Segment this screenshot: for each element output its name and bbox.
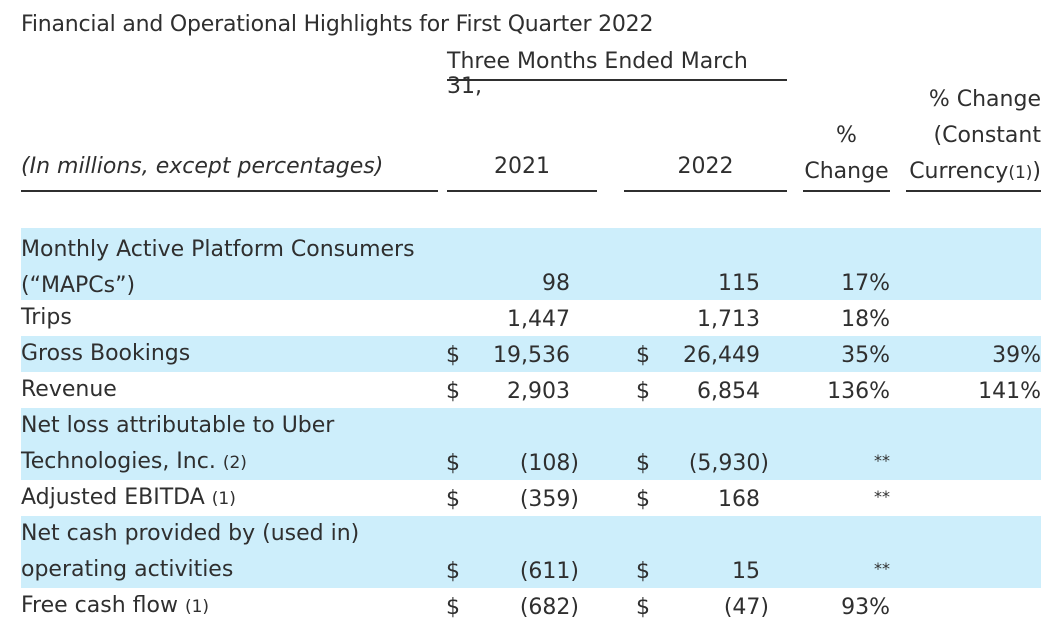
value-2022: (5,930): [688, 451, 769, 476]
dollar-sign-2022: $: [636, 343, 650, 368]
page-title: Financial and Operational Highlights for…: [21, 12, 654, 37]
table-row: Gross Bookings $ 19,536 $ 26,449 35% 39%: [21, 336, 1041, 372]
row-label-line1: Monthly Active Platform Consumers: [21, 237, 415, 262]
footnote-marker: (1): [211, 489, 236, 509]
table-row: Free cash flow (1) $ (682) $ (47) 93%: [21, 588, 1041, 624]
pct-change-line2: Change: [804, 159, 889, 184]
dollar-sign-2022: $: [636, 559, 650, 584]
pct-change-value: 17%: [841, 271, 890, 296]
row-label-line2-text: Technologies, Inc.: [21, 449, 223, 474]
constant-currency-value: 141%: [978, 379, 1041, 404]
value-2022: 15: [732, 559, 760, 584]
constant-currency-value: 39%: [992, 343, 1041, 368]
row-label-line1: Net loss attributable to Uber: [21, 413, 335, 438]
cc-line1: % Change: [928, 87, 1041, 112]
row-label-text: Free cash flow: [21, 593, 185, 618]
table-row: Net cash provided by (used in) operating…: [21, 516, 1041, 588]
value-2021: 98: [542, 271, 570, 296]
table-row: Trips 1,447 1,713 18%: [21, 300, 1041, 336]
table-row: Monthly Active Platform Consumers (“MAPC…: [21, 228, 1041, 300]
footnote-marker: (2): [222, 453, 247, 473]
value-2022: (47): [723, 595, 769, 620]
row-label: Adjusted EBITDA (1): [21, 480, 441, 517]
value-2022: 26,449: [683, 343, 760, 368]
row-label: Revenue: [21, 377, 117, 402]
row-label: Net loss attributable to Uber Technologi…: [21, 408, 441, 481]
row-label: Net cash provided by (used in) operating…: [21, 516, 441, 588]
value-2022: 1,713: [697, 307, 760, 332]
pct-change-value: 18%: [841, 307, 890, 332]
row-label-line2: (“MAPCs”): [21, 273, 136, 298]
row-label-text: Adjusted EBITDA: [21, 485, 212, 510]
dollar-sign-2021: $: [446, 379, 460, 404]
value-2021: (611): [519, 559, 579, 584]
dollar-sign-2021: $: [446, 451, 460, 476]
column-header-label: (In millions, except percentages): [21, 154, 438, 192]
dollar-sign-2022: $: [636, 379, 650, 404]
dollar-sign-2021: $: [446, 559, 460, 584]
row-label-line2: Technologies, Inc. (2): [21, 444, 441, 481]
dollar-sign-2021: $: [446, 343, 460, 368]
cc-line3: Currency(1)): [906, 154, 1041, 191]
value-2021: (108): [519, 451, 579, 476]
value-2022: 6,854: [697, 379, 760, 404]
value-2022: 168: [718, 487, 760, 512]
dollar-sign-2022: $: [636, 451, 650, 476]
column-header-2021: 2021: [447, 154, 597, 192]
column-header-constant-currency: % Change (Constant Currency(1)): [906, 82, 1041, 192]
dollar-sign-2021: $: [446, 595, 460, 620]
not-meaningful-marker: **: [874, 451, 890, 470]
row-label: Trips: [21, 305, 72, 330]
column-header-2022: 2022: [624, 154, 787, 192]
dollar-sign-2021: $: [446, 487, 460, 512]
row-label-line2: operating activities: [21, 557, 234, 582]
pct-change-value: 93%: [841, 595, 890, 620]
column-header-pct-change: % Change: [803, 118, 890, 192]
cc-line3-text: Currency: [909, 159, 1009, 184]
cc-footnote: (1): [1008, 163, 1033, 183]
not-meaningful-marker: **: [874, 487, 890, 506]
period-header: Three Months Ended March 31,: [447, 49, 787, 99]
value-2021: 1,447: [507, 307, 570, 332]
value-2021: 19,536: [493, 343, 570, 368]
cc-line2: (Constant: [933, 123, 1042, 148]
value-2021: 2,903: [507, 379, 570, 404]
row-label-line1: Net cash provided by (used in): [21, 521, 360, 546]
pct-change-value: 136%: [827, 379, 890, 404]
dollar-sign-2022: $: [636, 487, 650, 512]
row-label: Free cash flow (1): [21, 588, 441, 625]
pct-change-line1: %: [836, 123, 857, 148]
value-2022: 115: [718, 271, 760, 296]
table-row: Adjusted EBITDA (1) $ (359) $ 168 **: [21, 480, 1041, 516]
pct-change-value: 35%: [841, 343, 890, 368]
row-label: Gross Bookings: [21, 341, 191, 366]
dollar-sign-2022: $: [636, 595, 650, 620]
table-row: Net loss attributable to Uber Technologi…: [21, 408, 1041, 480]
cc-close-paren: ): [1032, 159, 1041, 184]
footnote-marker: (1): [184, 597, 210, 617]
value-2021: (359): [519, 487, 579, 512]
table-row: Revenue $ 2,903 $ 6,854 136% 141%: [21, 372, 1041, 408]
not-meaningful-marker: **: [874, 559, 890, 578]
row-label: Monthly Active Platform Consumers (“MAPC…: [21, 232, 441, 304]
value-2021: (682): [519, 595, 579, 620]
